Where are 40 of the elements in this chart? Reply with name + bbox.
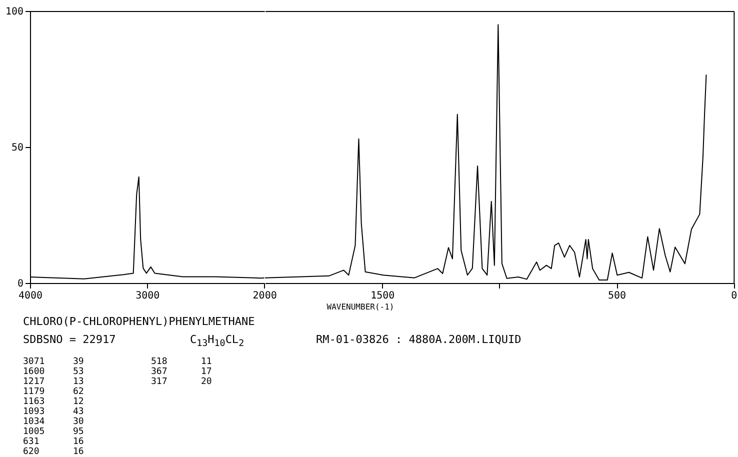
text: 3071 [23,357,45,367]
text: 631 [23,437,40,447]
text: 16 [73,437,84,447]
x-tick-label: 500 [608,290,626,302]
text: 20 [201,377,212,387]
text: 17 [201,367,212,377]
text: 518 [151,357,168,367]
x-tick-label: 0 [731,290,738,302]
text: 11 [201,357,212,367]
text: 53 [73,367,84,377]
x-tick-label: 3000 [136,290,160,302]
y-tick-label: 0 [17,278,24,290]
text: 13 [73,377,84,387]
text: 1034 [23,417,45,427]
x-axis-title: WAVENUMBER(-1) [326,302,394,312]
text: C$_{13}$H$_{10}$CL$_{2}$ [190,333,244,350]
text: 16 [73,447,84,457]
x-tick-label: 1500 [370,290,395,302]
text: 1163 [23,397,45,407]
text: 43 [73,407,84,417]
text: 317 [151,377,168,387]
text: 39 [73,357,84,367]
text: RM-01-03826 : 4880A.200M.LIQUID [316,333,522,346]
x-tick-label: 2000 [252,290,277,302]
text: 95 [73,427,84,437]
text: SDBSNO = 22917 [23,333,116,346]
text: 62 [73,387,84,397]
text: 12 [73,397,84,407]
text: 1179 [23,387,45,397]
x-tick-label: 4000 [18,290,43,302]
text: 30 [73,417,84,427]
text: CHLORO(P-CHLOROPHENYL)PHENYLMETHANE [23,315,255,328]
text: 1005 [23,427,45,437]
text: 1217 [23,377,45,387]
text: 620 [23,447,40,457]
y-tick-label: 50 [11,142,24,154]
text: 1093 [23,407,45,417]
text: 1600 [23,367,45,377]
text: 367 [151,367,168,377]
y-tick-label: 100 [5,6,24,18]
